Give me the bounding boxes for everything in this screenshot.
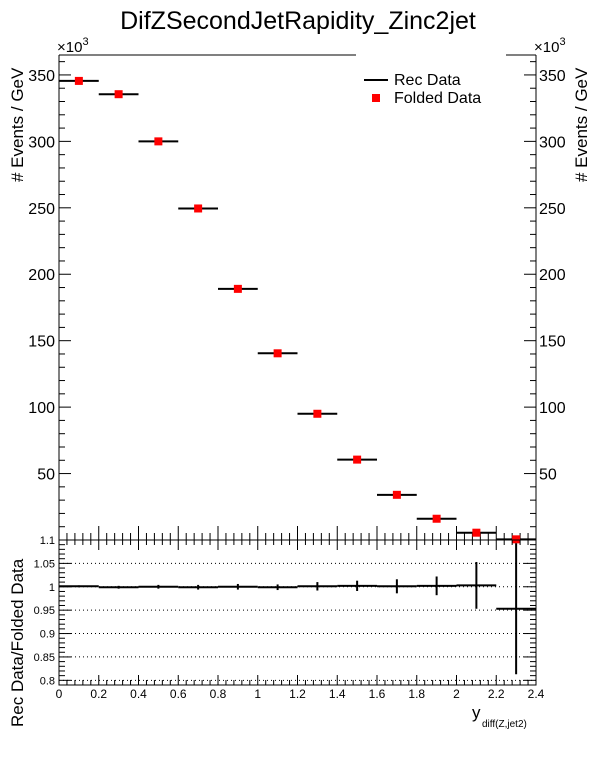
x-tick-label: 2.4 — [528, 687, 545, 701]
top-y-axis-title-left: # Events / GeV — [8, 67, 27, 182]
svg-text:×103: ×103 — [57, 36, 89, 56]
folded-data-point — [194, 204, 203, 213]
legend-rec-label: Rec Data — [394, 72, 461, 89]
top-panel-marks — [59, 76, 536, 544]
top-y-tick-label-left: 250 — [28, 201, 55, 218]
legend-folded-label: Folded Data — [394, 90, 481, 107]
folded-data-point — [432, 514, 441, 523]
folded-data-point — [512, 535, 521, 544]
ratio-panel-marks — [59, 543, 536, 675]
top-y-tick-label-right: 350 — [539, 68, 566, 85]
top-y-tick-label-left: 350 — [28, 68, 55, 85]
svg-text:diff(Z,jet2): diff(Z,jet2) — [482, 719, 527, 730]
ratio-y-tick-label: 1.1 — [40, 535, 55, 547]
folded-data-point — [353, 455, 362, 464]
x-tick-label: 0 — [56, 687, 63, 701]
x-tick-label: 1.4 — [329, 687, 346, 701]
ratio-y-tick-label: 1 — [49, 582, 55, 594]
chart-title: DifZSecondJetRapidity_Zinc2jet — [120, 7, 476, 35]
folded-data-point — [154, 137, 163, 146]
top-y-tick-label-left: 300 — [28, 134, 55, 151]
ratio-y-tick-label: 0.8 — [40, 675, 55, 687]
top-y-tick-label-right: 150 — [539, 334, 566, 351]
top-y-tick-label-left: 100 — [28, 400, 55, 417]
ratio-frame — [58, 539, 537, 686]
x-tick-label: 1 — [254, 687, 261, 701]
legend: Rec Data Folded Data — [364, 72, 481, 107]
x-tick-label: 1.2 — [289, 687, 306, 701]
x-tick-label: 2.2 — [488, 687, 505, 701]
legend-folded-marker — [372, 94, 380, 102]
top-y-tick-label-right: 100 — [539, 400, 566, 417]
top-y-tick-label-left: 150 — [28, 334, 55, 351]
x-tick-label: 0.8 — [210, 687, 227, 701]
x-axis-title: y diff(Z,jet2) — [472, 703, 527, 730]
top-y-axis-title-right: # Events / GeV — [572, 67, 591, 182]
folded-data-point — [472, 528, 481, 537]
folded-data-point — [313, 409, 322, 418]
ratio-y-tick-label: 1.05 — [34, 558, 55, 570]
ratio-y-tick-label: 0.95 — [34, 605, 55, 617]
right-exponent-label: ×103 — [534, 36, 566, 56]
x-tick-label: 0.6 — [170, 687, 187, 701]
folded-data-point — [114, 90, 123, 99]
svg-text:×103: ×103 — [534, 36, 566, 56]
x-tick-label: 1.6 — [369, 687, 386, 701]
top-y-tick-label-left: 50 — [37, 467, 55, 484]
ratio-y-tick-label: 0.9 — [40, 629, 55, 641]
ratio-panel-frame — [58, 539, 537, 686]
folded-data-point — [233, 284, 242, 293]
bottom-y-axis-title: Rec Data/Folded Data — [8, 558, 27, 727]
x-tick-label: 1.8 — [408, 687, 425, 701]
top-y-tick-label-right: 300 — [539, 134, 566, 151]
ratio-panel-axes: 0.8 0.85 0.9 0.95 1 1.05 1.1 0 0.2 0.4 0.6 0.8 1 1.2 1… — [34, 535, 545, 701]
x-tick-label: 2 — [453, 687, 460, 701]
svg-text:y: y — [472, 703, 481, 722]
top-y-tick-label-left: 200 — [28, 267, 55, 284]
top-panel-frame — [58, 54, 537, 541]
ratio-y-tick-label: 0.85 — [34, 652, 55, 664]
x-tick-label: 0.4 — [130, 687, 147, 701]
folded-data-point — [392, 490, 401, 499]
top-y-tick-label-right: 50 — [539, 467, 557, 484]
folded-data-point — [273, 349, 282, 358]
folded-data-point — [74, 76, 83, 85]
top-y-tick-label-right: 200 — [539, 267, 566, 284]
left-exponent-label: ×103 — [57, 36, 89, 56]
x-tick-label: 0.2 — [90, 687, 107, 701]
top-y-tick-label-right: 250 — [539, 201, 566, 218]
top-panel-axes: 50 50 100 100 150 150 200 200 250 250 300 300 350 350 — [28, 61, 566, 540]
